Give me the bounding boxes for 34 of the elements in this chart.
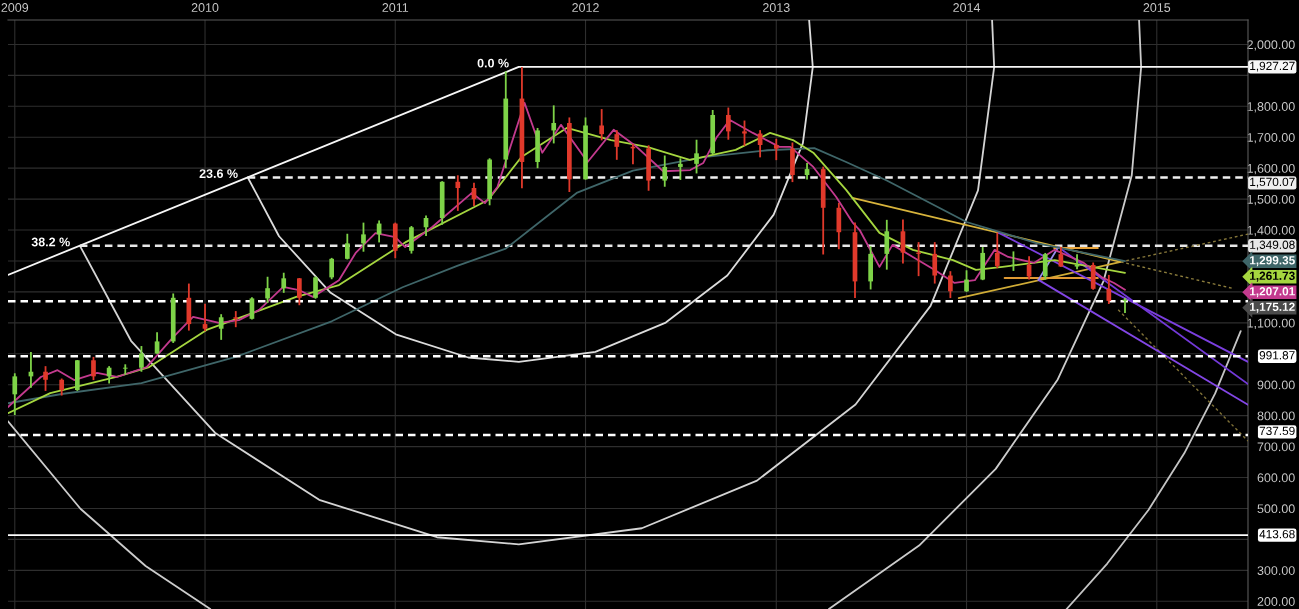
- x-tick-label: 2011: [382, 3, 409, 12]
- ref-line-label: 737.59: [1259, 426, 1295, 436]
- data-label: 1,927.27: [1250, 61, 1295, 72]
- y-tick-label: 900.00: [1257, 380, 1295, 390]
- data-label: 1,570.07: [1250, 177, 1295, 188]
- y-tick-label: 2,000.00: [1247, 40, 1295, 51]
- y-tick-label: 1,700.00: [1247, 133, 1295, 144]
- x-tick-label: 2009: [1, 3, 29, 12]
- text: 1,207.01: [1250, 287, 1295, 298]
- y-tick-label: 1,400.00: [1247, 225, 1295, 237]
- text: 1,261.73: [1250, 271, 1295, 282]
- ref-line-label: 991.87: [1259, 351, 1295, 360]
- y-tick-label: 600.00: [1257, 473, 1295, 483]
- y-tick-label: 700.00: [1257, 442, 1295, 452]
- y-tick-label: 800.00: [1257, 411, 1295, 421]
- text: 1,175.12: [1250, 302, 1295, 313]
- x-tick-label: 2013: [763, 3, 790, 12]
- y-tick-label: 200.00: [1257, 597, 1295, 606]
- y-tick-label: 1,100.00: [1247, 318, 1295, 329]
- y-tick-label: 500.00: [1257, 504, 1295, 514]
- annotation: 23.6 %: [199, 169, 238, 179]
- x-tick-label: 2015: [1143, 3, 1171, 12]
- x-tick-label: 2014: [953, 3, 981, 12]
- y-tick-label: 1,500.00: [1247, 194, 1295, 206]
- data-label: 1,349.08: [1250, 240, 1295, 251]
- x-tick-label: 2010: [191, 3, 219, 12]
- y-tick-label: 300.00: [1257, 566, 1295, 575]
- text: 1,299.35: [1250, 256, 1295, 267]
- annotation: 38.2 %: [31, 237, 70, 247]
- y-tick-label: 1,800.00: [1247, 102, 1295, 113]
- annotation: 0.0 %: [477, 58, 509, 68]
- y-tick-label: 1,600.00: [1247, 163, 1295, 175]
- ref-line-label: 413.68: [1259, 529, 1295, 539]
- x-tick-label: 2012: [572, 3, 599, 12]
